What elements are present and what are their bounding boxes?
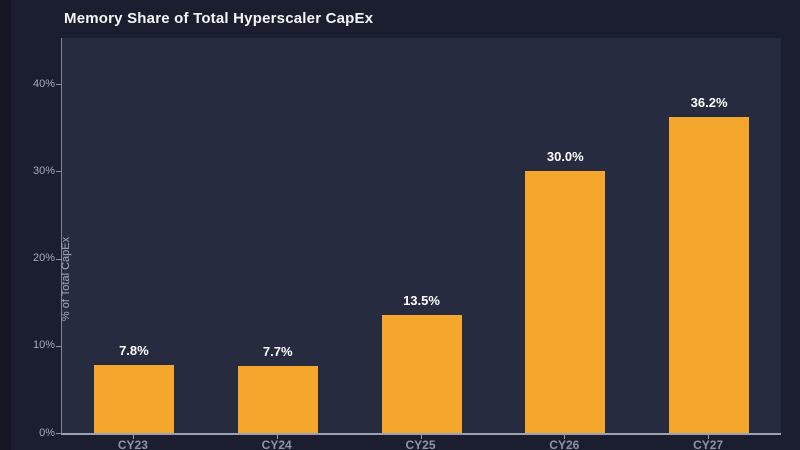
y-tick-label: 10% [32, 339, 55, 352]
x-tick-label-cy27: CY27 [693, 438, 724, 450]
y-tick-label: 40% [32, 77, 55, 90]
y-tick-mark [56, 171, 61, 172]
x-tick-mark [708, 435, 710, 439]
bar-value-label: 30.0% [546, 149, 584, 165]
y-tick-label: 30% [32, 164, 55, 177]
y-tick-mark [56, 84, 61, 85]
x-tick-mark [420, 435, 422, 439]
y-tick-mark [56, 259, 61, 260]
x-tick-label-cy26: CY26 [549, 438, 580, 450]
plot-area: % of Total CapEx 7.8% 7.7% 13.5% 30.0% 36.2% [60, 38, 781, 435]
y-tick-mark [56, 346, 61, 347]
bar-value-label: 36.2% [690, 95, 728, 111]
x-tick-label-cy24: CY24 [261, 438, 292, 450]
y-tick-mark [56, 433, 61, 434]
left-edge-shadow [0, 0, 11, 450]
bar-value-label: 7.8% [119, 343, 149, 358]
bar-cy26 [525, 171, 606, 433]
bar-cy24 [237, 365, 318, 433]
bar-value-label: 13.5% [403, 293, 440, 309]
y-tick-label: 20% [32, 252, 55, 265]
y-axis-title: % of Total CapEx [60, 236, 73, 322]
x-tick-mark [132, 435, 134, 439]
x-tick-mark [276, 435, 278, 439]
x-tick-mark [564, 435, 566, 439]
bar-cy27 [669, 117, 750, 433]
y-tick-label: 0% [39, 426, 55, 439]
bar-cy23 [93, 365, 174, 433]
chart-title: Memory Share of Total Hyperscaler CapEx [64, 10, 374, 27]
bar-cy25 [381, 315, 462, 433]
bar-value-label: 7.7% [262, 343, 293, 359]
x-tick-label-cy25: CY25 [405, 438, 436, 450]
x-tick-label-cy23: CY23 [117, 438, 148, 450]
